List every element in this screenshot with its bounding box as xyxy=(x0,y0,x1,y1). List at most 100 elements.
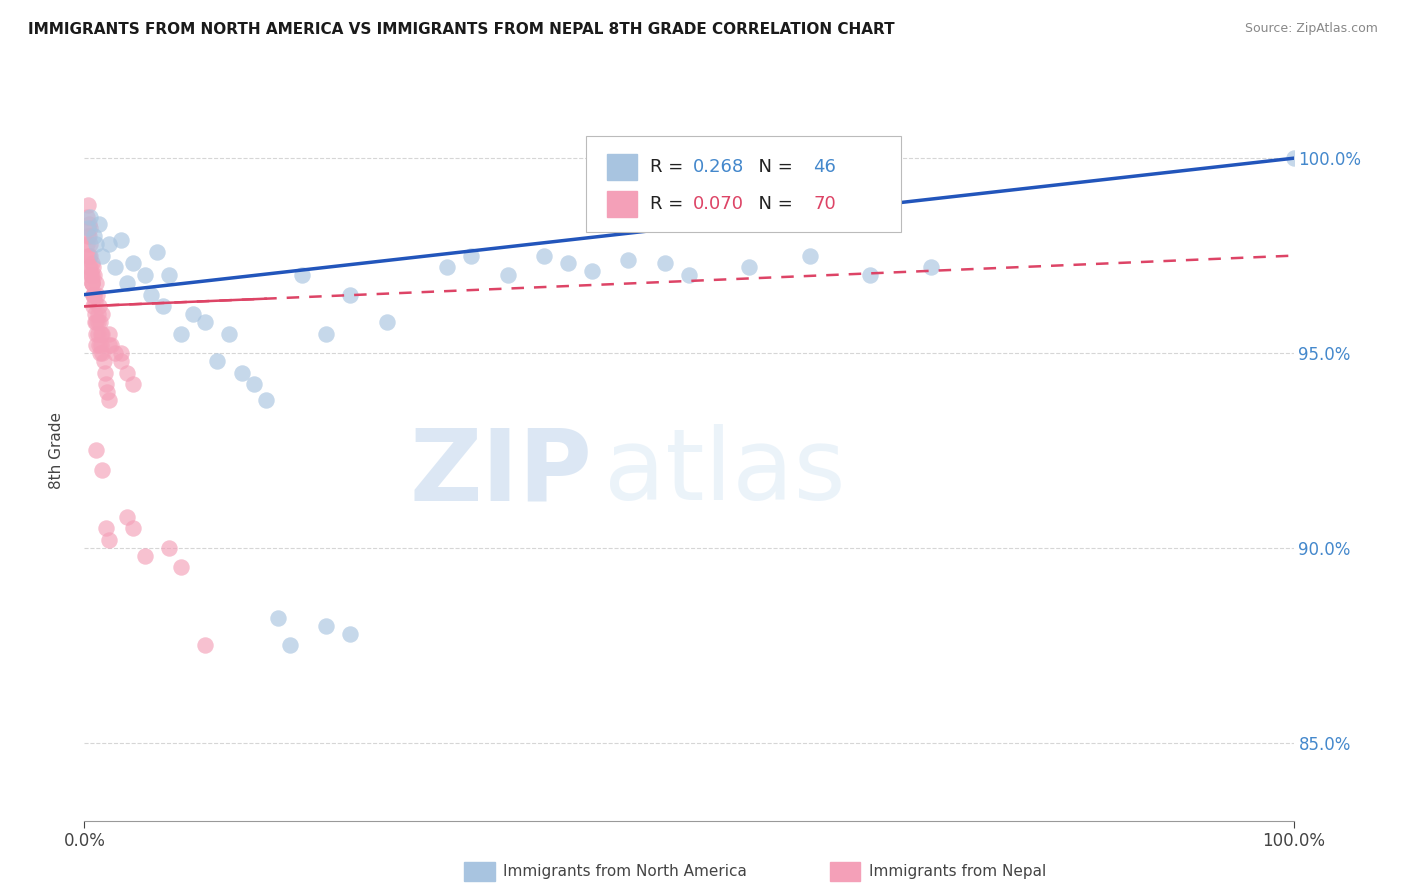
Point xyxy=(90,326,112,341)
Text: IMMIGRANTS FROM NORTH AMERICA VS IMMIGRANTS FROM NEPAL 8TH GRADE CORRELATION CHA: IMMIGRANTS FROM NORTH AMERICA VS IMMIGRA… xyxy=(28,22,894,37)
Y-axis label: 8th Grade: 8th Grade xyxy=(49,412,63,489)
Point xyxy=(134,268,156,282)
Point xyxy=(194,638,217,652)
Point xyxy=(920,260,942,275)
Point xyxy=(79,221,101,235)
Point xyxy=(77,198,100,212)
Point xyxy=(104,346,127,360)
Point xyxy=(93,354,115,368)
Point xyxy=(83,268,105,282)
Point xyxy=(115,509,138,524)
Point xyxy=(218,326,240,341)
Point xyxy=(77,221,100,235)
Point xyxy=(91,326,114,341)
Text: N =: N = xyxy=(747,195,799,213)
Point xyxy=(80,276,103,290)
Text: Immigrants from Nepal: Immigrants from Nepal xyxy=(869,864,1046,879)
Point xyxy=(100,338,122,352)
Point xyxy=(97,326,120,341)
Point xyxy=(82,260,104,275)
Point xyxy=(157,541,180,555)
Point xyxy=(91,463,114,477)
Point xyxy=(654,256,676,270)
Point xyxy=(83,287,105,301)
Point xyxy=(79,260,101,275)
Point xyxy=(533,249,555,263)
Point xyxy=(152,299,174,313)
Point xyxy=(87,218,110,232)
Point xyxy=(97,392,120,407)
Text: ZIP: ZIP xyxy=(409,425,592,521)
Point xyxy=(86,443,108,458)
Point xyxy=(80,256,103,270)
Point xyxy=(460,249,482,263)
Point xyxy=(231,366,253,380)
Point xyxy=(83,287,105,301)
Point xyxy=(1282,151,1305,165)
Text: 70: 70 xyxy=(814,195,837,213)
Point xyxy=(157,268,180,282)
Point xyxy=(315,326,337,341)
Text: atlas: atlas xyxy=(605,425,846,521)
Point xyxy=(82,287,104,301)
Point xyxy=(291,268,314,282)
Point xyxy=(278,638,301,652)
Point xyxy=(79,236,101,251)
Point xyxy=(146,244,169,259)
Point xyxy=(94,366,117,380)
Point xyxy=(83,229,105,244)
Text: N =: N = xyxy=(747,158,799,176)
Text: 0.268: 0.268 xyxy=(693,158,744,176)
Point xyxy=(77,249,100,263)
Point xyxy=(678,268,700,282)
Point xyxy=(89,346,111,360)
Point xyxy=(79,249,101,263)
Point xyxy=(581,264,603,278)
Point xyxy=(82,287,104,301)
Text: R =: R = xyxy=(650,195,689,213)
Point xyxy=(859,268,882,282)
Point xyxy=(496,268,519,282)
Point xyxy=(77,229,100,244)
Point xyxy=(86,276,108,290)
Point xyxy=(315,619,337,633)
Point xyxy=(121,377,143,392)
Point xyxy=(738,260,761,275)
Point xyxy=(97,236,120,251)
Point xyxy=(82,268,104,282)
Point xyxy=(77,260,100,275)
Point xyxy=(617,252,640,267)
Point xyxy=(84,315,107,329)
Point xyxy=(267,611,290,625)
Text: R =: R = xyxy=(650,158,689,176)
Point xyxy=(87,326,110,341)
Point xyxy=(110,233,132,247)
Point xyxy=(134,549,156,563)
Point xyxy=(194,315,217,329)
Point xyxy=(121,521,143,535)
Point xyxy=(76,210,98,224)
Point xyxy=(94,377,117,392)
Point xyxy=(86,236,108,251)
Point xyxy=(91,307,114,321)
Point xyxy=(91,249,114,263)
Point xyxy=(77,229,100,244)
Point xyxy=(110,354,132,368)
Point xyxy=(96,384,118,399)
Point xyxy=(89,315,111,329)
FancyBboxPatch shape xyxy=(607,154,637,180)
Point xyxy=(86,315,108,329)
Point xyxy=(110,346,132,360)
Point xyxy=(84,295,107,310)
Point xyxy=(77,218,100,232)
Point xyxy=(799,249,821,263)
Point xyxy=(91,346,114,360)
Point xyxy=(375,315,398,329)
Point xyxy=(115,276,138,290)
Point xyxy=(82,299,104,313)
FancyBboxPatch shape xyxy=(607,191,637,218)
Point xyxy=(339,626,361,640)
Point xyxy=(90,338,112,352)
Point xyxy=(97,533,120,547)
Point xyxy=(121,256,143,270)
